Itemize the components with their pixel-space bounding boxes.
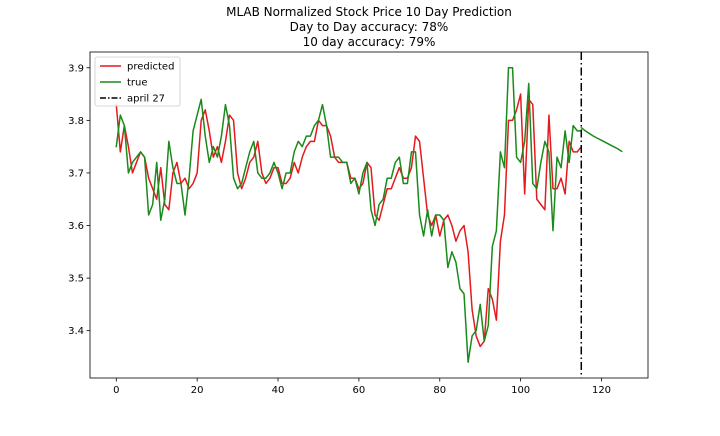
axes-frame [89,51,649,379]
x-tick-label: 20 [191,385,204,396]
chart-title-line-3: 10 day accuracy: 79% [303,35,436,49]
chart-title-line-2: Day to Day accuracy: 78% [290,20,449,34]
y-tick-label: 3.4 [68,326,84,337]
legend-label-april-27: april 27 [127,94,165,105]
x-tick-label: 120 [592,385,611,396]
legend-label-predicted: predicted [127,62,174,73]
series-line-true-forecast [580,126,623,153]
axes: 0 20 40 60 80 100 120 3.4 3.5 3.6 3.7 3.8 3.9 [68,51,649,396]
x-tick-label: 80 [433,385,446,396]
series-line-predicted [115,93,583,348]
x-tick-label: 100 [511,385,530,396]
x-tick-label: 60 [353,385,366,396]
chart-title: MLAB Normalized Stock Price 10 Day Predi… [226,5,512,49]
legend-box [94,56,181,107]
x-tick-label: 40 [272,385,285,396]
y-tick-label: 3.5 [68,274,84,285]
x-tick-label: 0 [113,385,119,396]
y-tick-label: 3.6 [68,221,84,232]
plot-area [115,52,623,378]
y-tick-label: 3.7 [68,168,84,179]
chart-title-line-1: MLAB Normalized Stock Price 10 Day Predi… [226,5,512,19]
series-line-true [115,67,583,363]
y-tick-label: 3.8 [68,116,84,127]
legend-label-true: true [127,78,148,89]
legend: predicted true april 27 [94,56,181,107]
y-tick-label: 3.9 [68,63,84,74]
